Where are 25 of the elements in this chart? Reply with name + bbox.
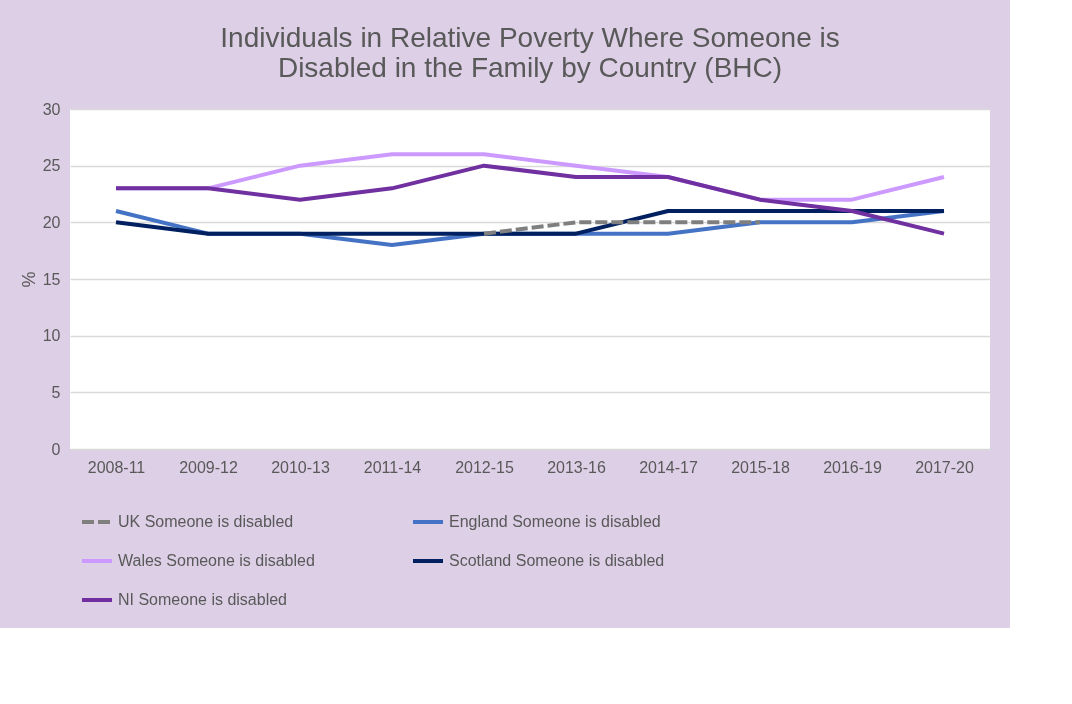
legend-label: Scotland Someone is disabled: [449, 552, 665, 569]
y-tick-label: 10: [42, 327, 61, 345]
legend-label: UK Someone is disabled: [118, 513, 294, 530]
x-tick-label: 2013-16: [547, 458, 606, 476]
x-tick-label: 2014-17: [639, 458, 698, 476]
y-tick-label: 25: [42, 157, 61, 175]
legend-label: Wales Someone is disabled: [118, 552, 315, 569]
y-tick-label: 20: [42, 213, 61, 231]
y-axis-title: %: [18, 271, 39, 288]
x-tick-label: 2009-12: [179, 458, 238, 476]
x-tick-label: 2012-15: [455, 458, 514, 476]
y-tick-label: 0: [51, 440, 61, 458]
chart-title: Individuals in Relative Poverty Where Someone is Disabled in the Family by Country (BHC): [220, 22, 840, 83]
x-tick-label: 2011-14: [363, 458, 422, 476]
x-tick-label: 2010-13: [271, 458, 330, 476]
y-tick-label: 15: [42, 270, 61, 288]
legend-label: England Someone is disabled: [449, 513, 661, 530]
legend-label: NI Someone is disabled: [118, 591, 287, 608]
y-tick-label: 30: [42, 100, 61, 118]
x-tick-label: 2016-19: [823, 458, 882, 476]
x-tick-label: 2017-20: [915, 458, 974, 476]
x-tick-label: 2008-11: [87, 458, 146, 476]
line-series: [114, 163, 946, 236]
x-tick-label: 2015-18: [731, 458, 790, 476]
y-tick-label: 5: [51, 383, 61, 401]
